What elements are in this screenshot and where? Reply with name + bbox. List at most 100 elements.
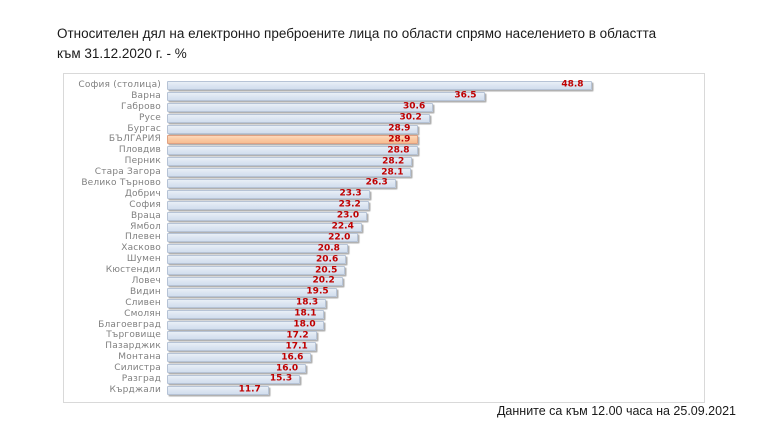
bar[interactable]: 16.0 — [167, 362, 307, 374]
plot-area: 20.5 — [167, 265, 689, 276]
bar[interactable]: 22.4 — [167, 221, 362, 232]
value-label: 23.3 — [339, 188, 362, 199]
bar[interactable]: 30.2 — [167, 113, 430, 123]
value-label: 18.0 — [293, 319, 316, 330]
category-label: Русе — [138, 112, 161, 123]
bar-row: Пазарджик 17.1 — [64, 341, 704, 352]
bar[interactable]: 18.3 — [167, 297, 327, 308]
bar-row: Добрич 23.3 — [64, 189, 704, 200]
value-label: 23.0 — [336, 210, 360, 221]
bar-row: София (столица) 48.8 — [64, 80, 704, 91]
bar-row: Търговище 17.2 — [64, 330, 704, 341]
category-label: София (столица) — [78, 79, 161, 90]
value-label: 20.5 — [315, 264, 338, 275]
bar-row: Силистра 16.0 — [64, 363, 704, 374]
plot-area: 48.8 — [167, 80, 689, 91]
value-label: 22.4 — [331, 221, 354, 232]
bar-row: Хасково 20.8 — [64, 243, 704, 254]
value-label: 36.5 — [454, 90, 477, 101]
value-label: 28.9 — [388, 123, 411, 134]
value-label: 15.3 — [269, 373, 293, 384]
plot-area: 19.5 — [167, 287, 689, 298]
plot-area: 22.4 — [167, 222, 689, 233]
bar[interactable]: 28.9 — [167, 123, 419, 134]
bar[interactable]: 23.0 — [167, 210, 368, 221]
value-label: 28.2 — [382, 155, 405, 166]
bar-row: Плевен 22.0 — [64, 232, 704, 243]
value-label: 11.7 — [238, 384, 261, 395]
bar[interactable]: 11.7 — [167, 384, 269, 395]
bar-highlight[interactable]: 28.9 — [167, 135, 419, 145]
value-label: 16.0 — [275, 362, 299, 373]
bar-row: Кюстендил 20.5 — [64, 265, 704, 276]
bar[interactable]: 48.8 — [167, 80, 592, 90]
category-label: БЪЛГАРИЯ — [108, 134, 161, 145]
bar[interactable]: 36.5 — [167, 90, 485, 101]
bar[interactable]: 26.3 — [167, 177, 396, 188]
plot-area: 18.3 — [167, 298, 689, 309]
bar-row: Разград 15.3 — [64, 374, 704, 385]
value-label: 23.2 — [338, 199, 361, 210]
bar[interactable]: 22.0 — [167, 232, 359, 243]
value-label: 18.3 — [295, 297, 319, 308]
bar[interactable]: 20.6 — [167, 254, 347, 265]
bar[interactable]: 18.0 — [167, 319, 324, 330]
bar[interactable]: 19.5 — [167, 287, 337, 297]
bar-row: Монтана 16.6 — [64, 352, 704, 363]
category-label: Пазарджик — [105, 341, 161, 352]
value-label: 26.3 — [365, 177, 388, 188]
category-label: Кюстендил — [105, 265, 161, 276]
plot-area: 11.7 — [167, 385, 689, 396]
bar-row: БЪЛГАРИЯ 28.9 — [64, 134, 704, 145]
category-label: Сливен — [125, 297, 161, 308]
category-label: Ловеч — [131, 275, 161, 286]
bar-row: Пловдив 28.8 — [64, 145, 704, 156]
bar-row: Ямбол 22.4 — [64, 222, 704, 233]
category-label: Пловдив — [118, 145, 161, 156]
bar[interactable]: 20.5 — [167, 264, 346, 276]
bar[interactable]: 17.2 — [167, 331, 317, 341]
plot-area: 20.6 — [167, 254, 689, 265]
bar-row: Бургас 28.9 — [64, 124, 704, 135]
bar-row: Велико Търново 26.3 — [64, 178, 704, 189]
category-label: Шумен — [126, 254, 161, 265]
plot-area: 28.9 — [167, 124, 689, 135]
plot-area: 23.0 — [167, 211, 689, 222]
bar[interactable]: 28.2 — [167, 155, 413, 167]
category-label: Варна — [131, 90, 161, 101]
value-label: 28.8 — [387, 145, 410, 156]
category-label: Бургас — [127, 123, 161, 134]
bar[interactable]: 28.8 — [167, 145, 418, 156]
bar[interactable]: 15.3 — [167, 373, 301, 384]
category-label: Враца — [130, 210, 161, 221]
bar[interactable]: 23.2 — [167, 199, 369, 210]
bar[interactable]: 17.1 — [167, 342, 316, 352]
category-label: София — [129, 199, 161, 210]
category-label: Габрово — [121, 101, 161, 112]
category-label: Смолян — [124, 308, 161, 319]
category-label: Видин — [130, 286, 161, 297]
bar-row: Сливен 18.3 — [64, 298, 704, 309]
category-label: Велико Търново — [81, 177, 161, 188]
bar-row: Ловеч 20.2 — [64, 276, 704, 287]
bar[interactable]: 18.1 — [167, 309, 325, 319]
bar[interactable]: 20.8 — [167, 244, 348, 254]
bar[interactable]: 16.6 — [167, 353, 312, 363]
plot-area: 28.2 — [167, 156, 689, 167]
bar[interactable]: 30.6 — [167, 102, 434, 112]
value-label: 20.6 — [316, 254, 339, 265]
bar[interactable]: 20.2 — [167, 275, 343, 286]
bar[interactable]: 28.1 — [167, 167, 412, 178]
bar[interactable]: 23.3 — [167, 188, 370, 199]
bar-row: Благоевград 18.0 — [64, 320, 704, 331]
value-label: 20.2 — [312, 275, 335, 286]
value-label: 22.0 — [328, 232, 351, 243]
plot-area: 28.9 — [167, 134, 689, 145]
chart-title: Относителен дял на електронно преброенит… — [57, 26, 657, 61]
bar-row: Видин 19.5 — [64, 287, 704, 298]
bar-row: София 23.2 — [64, 200, 704, 211]
category-label: Стара Загора — [94, 167, 161, 178]
plot-area: 16.0 — [167, 363, 689, 374]
plot-area: 23.3 — [167, 189, 689, 200]
plot-area: 28.1 — [167, 167, 689, 178]
